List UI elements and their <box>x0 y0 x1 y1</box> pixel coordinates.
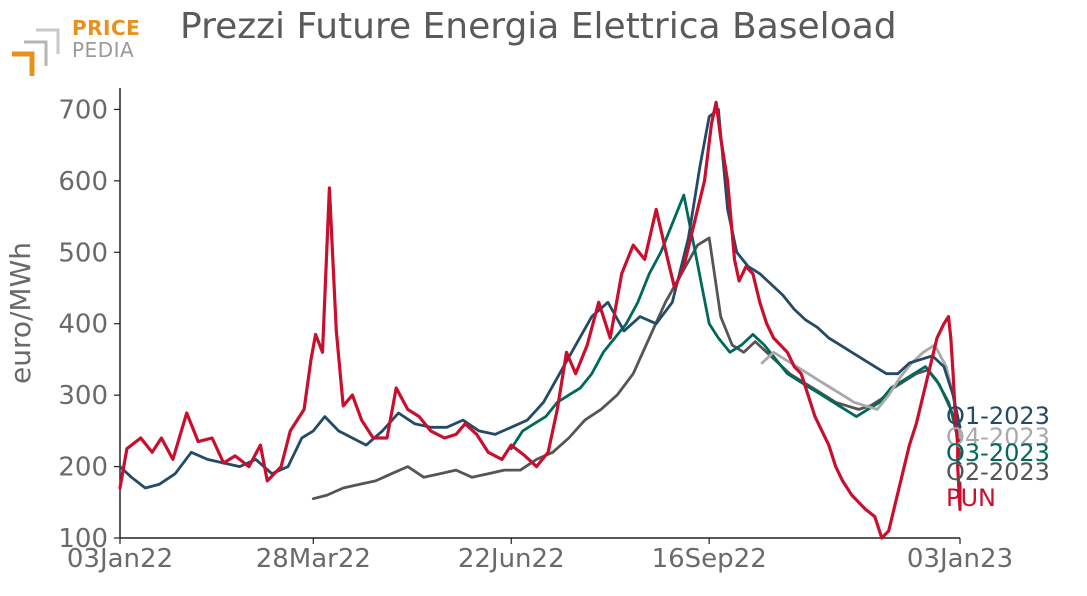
series-line-q2-2023 <box>311 236 962 501</box>
series-end-label-q1-2023: Q1-2023 <box>946 402 1050 430</box>
x-tick-label: 16Sep22 <box>652 544 767 574</box>
logo-text-pedia: PEDIA <box>72 38 135 62</box>
logo-text-price: PRICE <box>72 16 141 40</box>
y-tick-label: 500 <box>58 238 108 268</box>
series-end-label-q2-2023: Q2-2023 <box>946 458 1050 486</box>
y-tick-label: 700 <box>58 95 108 125</box>
x-tick-label: 03Jan23 <box>907 544 1013 574</box>
y-tick-label: 400 <box>58 310 108 340</box>
x-tick-label: 22Jun22 <box>458 544 565 574</box>
series-end-label-q4-2023: Q4-2023 <box>946 423 1050 451</box>
series-line-q4-2023 <box>760 343 962 440</box>
y-tick-label: 200 <box>58 453 108 483</box>
y-axis-label: euro/MWh <box>4 242 37 384</box>
series-line-q3-2023 <box>509 193 962 451</box>
y-tick-label: 100 <box>58 524 108 554</box>
y-tick-label: 300 <box>58 381 108 411</box>
logo-mark-icon <box>12 28 60 76</box>
x-tick-label: 03Jan22 <box>67 544 173 574</box>
series-end-label-q3-2023: Q3-2023 <box>946 439 1050 467</box>
series-end-label-pun: PUN <box>946 484 996 512</box>
pricepedia-logo: PRICE PEDIA <box>10 14 150 78</box>
x-tick-label: 28Mar22 <box>256 544 371 574</box>
chart-title: Prezzi Future Energia Elettrica Baseload <box>180 6 897 47</box>
series-line-q1-2023 <box>118 108 962 490</box>
y-tick-label: 600 <box>58 167 108 197</box>
series-line-pun <box>118 100 962 540</box>
